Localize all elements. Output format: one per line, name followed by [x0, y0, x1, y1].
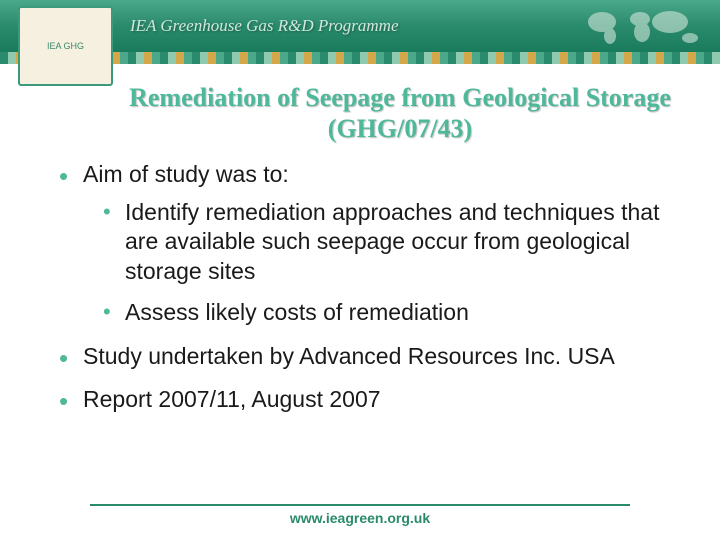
bullet-aim: Aim of study was to: Identify remediatio…	[55, 160, 680, 327]
program-title: IEA Greenhouse Gas R&D Programme	[130, 16, 399, 36]
bullet-text: Aim of study was to:	[83, 161, 289, 187]
iea-ghg-logo: IEA GHG	[18, 6, 113, 86]
footer: www.ieagreen.org.uk	[0, 504, 720, 526]
slide-title: Remediation of Seepage from Geological S…	[120, 82, 680, 144]
footer-divider	[90, 504, 630, 506]
slide-content: Aim of study was to: Identify remediatio…	[55, 160, 680, 414]
subbullet-identify: Identify remediation approaches and tech…	[101, 198, 680, 286]
header-banner: IEA GHG IEA Greenhouse Gas R&D Programme	[0, 0, 720, 52]
world-map-icon	[580, 4, 710, 48]
slide-title-line2: (GHG/07/43)	[328, 114, 472, 143]
subbullet-assess: Assess likely costs of remediation	[101, 298, 680, 327]
bullet-study: Study undertaken by Advanced Resources I…	[55, 342, 680, 371]
logo-text: IEA GHG	[47, 41, 84, 51]
bullet-report: Report 2007/11, August 2007	[55, 385, 680, 414]
slide-title-line1: Remediation of Seepage from Geological S…	[129, 83, 671, 112]
footer-url: www.ieagreen.org.uk	[0, 510, 720, 526]
